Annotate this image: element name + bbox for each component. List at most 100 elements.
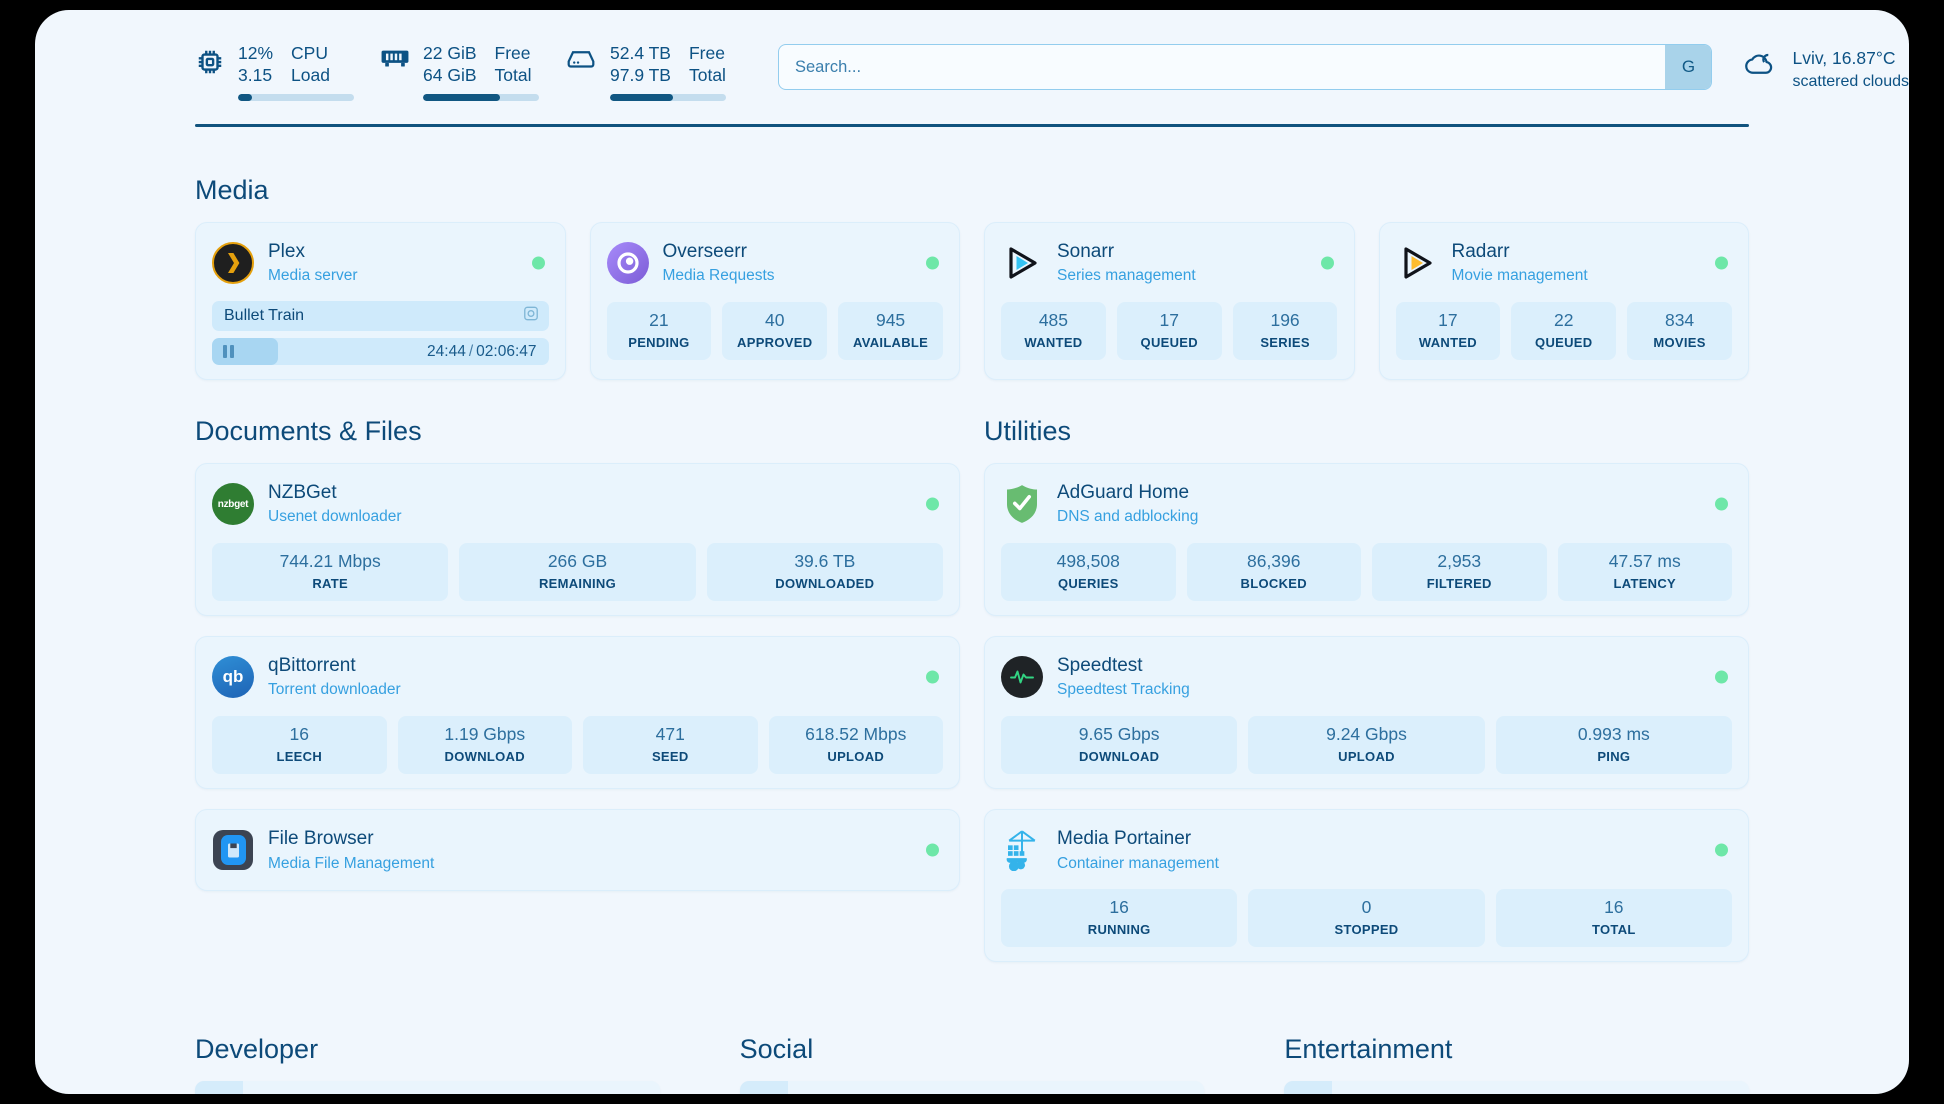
bookmark-item-github[interactable]: GH Github github.com	[195, 1081, 660, 1094]
card-title: Speedtest	[1057, 654, 1143, 676]
cpu-progress-fill	[238, 93, 252, 101]
stat-value: 47.57 ms	[1608, 551, 1681, 571]
now-playing-time: 24:44/02:06:47	[427, 343, 536, 361]
stat-total: 16 TOTAL	[1495, 889, 1732, 948]
bookmark-group-title: Entertainment	[1284, 1034, 1453, 1065]
disk-free-value: 52.4 TB	[610, 43, 671, 63]
stat-seed: 471 SEED	[583, 716, 758, 775]
stat-label: FILTERED	[1426, 575, 1492, 591]
search-input[interactable]	[779, 45, 1666, 89]
service-card-overseerr[interactable]: Overseerr Media Requests 21 PENDING 40 A…	[589, 222, 960, 380]
section-utilities: Utilities AdGuard Home	[984, 416, 1749, 963]
status-badge	[926, 256, 939, 270]
ram-free-value: 22 GiB	[423, 43, 477, 63]
filebrowser-icon	[212, 829, 254, 871]
ram-label-top: Free	[494, 43, 531, 63]
plex-icon	[212, 242, 254, 284]
weather-widget[interactable]: Lviv, 16.87°C scattered clouds	[1742, 46, 1909, 93]
bookmark-abbr: YT	[1284, 1081, 1333, 1094]
card-subtitle: Media File Management	[268, 854, 435, 872]
bookmark-item-linkedin[interactable]: LI LinkedIn linkedin.com	[739, 1081, 1205, 1094]
pause-icon[interactable]	[223, 345, 234, 358]
stat-value: 16	[1109, 897, 1129, 918]
service-card-speedtest[interactable]: Speedtest Speedtest Tracking 9.65 Gbps D…	[984, 636, 1749, 790]
status-badge	[926, 670, 939, 684]
bookmark-group-title: Social	[739, 1034, 814, 1065]
now-playing-duration: 02:06:47	[476, 342, 537, 360]
card-subtitle: DNS and adblocking	[1057, 508, 1199, 526]
stat-label: BLOCKED	[1240, 575, 1307, 591]
search-bar[interactable]: G	[778, 44, 1713, 90]
card-title: Plex	[268, 240, 305, 262]
stat-queries: 498,508 QUERIES	[1001, 543, 1176, 602]
stat-value: 17	[1159, 310, 1179, 330]
service-card-portainer[interactable]: Media Portainer Container management 16 …	[984, 809, 1749, 963]
stat-value: 9.24 Gbps	[1326, 724, 1407, 745]
stat-label: WANTED	[1418, 334, 1477, 350]
bookmark-item-youtube[interactable]: YT YouTube youtube.com	[1284, 1081, 1749, 1094]
bookmark-url: github.com	[568, 1081, 660, 1094]
service-card-adguard[interactable]: AdGuard Home DNS and adblocking 498,508 …	[984, 463, 1749, 617]
stat-value: 9.65 Gbps	[1078, 724, 1160, 745]
stat-queued: 22 QUEUED	[1511, 302, 1617, 361]
section-title-documents: Documents & Files	[195, 416, 422, 446]
status-badge	[926, 843, 939, 857]
status-badge	[1715, 670, 1728, 684]
stat-label: DOWNLOADED	[775, 575, 875, 591]
bookmark-url: linkedin.com	[1102, 1081, 1204, 1094]
stat-label: PENDING	[628, 334, 690, 350]
cpu-icon	[195, 47, 225, 82]
stat-leech: 16 LEECH	[212, 716, 387, 775]
service-card-plex[interactable]: Plex Media server Bullet Train	[195, 222, 566, 380]
bookmarks-area: Developer GH Github github.com SO StackO…	[195, 1034, 1749, 1094]
bookmark-group-entertainment: Entertainment YT YouTube youtube.com NF …	[1284, 1034, 1749, 1094]
system-stats: 12% 3.15 CPU Load	[195, 42, 726, 101]
bookmark-url: youtube.com	[1644, 1081, 1749, 1094]
card-title: Radarr	[1451, 240, 1510, 262]
status-badge	[1715, 256, 1728, 270]
stat-series: 196 SERIES	[1232, 302, 1338, 361]
service-card-radarr[interactable]: Radarr Movie management 17 WANTED 22 QUE…	[1378, 222, 1749, 380]
stat-value: 266 GB	[547, 551, 608, 571]
stat-queued: 17 QUEUED	[1116, 302, 1222, 361]
card-subtitle: Torrent downloader	[268, 681, 401, 699]
bookmark-abbr: LI	[739, 1081, 788, 1094]
service-card-file-browser[interactable]: File Browser Media File Management	[195, 809, 960, 892]
card-title: Media Portainer	[1057, 827, 1192, 849]
status-badge	[531, 256, 545, 270]
sonarr-icon	[1001, 242, 1043, 284]
card-title: File Browser	[268, 827, 374, 849]
cpu-progress-track	[238, 93, 354, 101]
service-card-sonarr[interactable]: Sonarr Series management 485 WANTED 17 Q…	[984, 222, 1355, 380]
now-playing-progress[interactable]: 24:44/02:06:47	[212, 338, 549, 365]
bookmark-abbr: GH	[195, 1081, 243, 1094]
ram-stat: 22 GiB 64 GiB Free Total	[380, 42, 539, 101]
stat-running: 16 RUNNING	[1001, 889, 1238, 948]
card-title: NZBGet	[268, 481, 337, 503]
cast-icon[interactable]	[523, 306, 539, 327]
disk-total-value: 97.9 TB	[610, 65, 671, 86]
ram-icon	[380, 47, 410, 74]
stat-value: 0	[1361, 897, 1372, 918]
stat-upload: 9.24 Gbps UPLOAD	[1248, 716, 1485, 775]
disk-label-top: Free	[688, 43, 725, 63]
search-engine-button[interactable]: G	[1665, 45, 1712, 89]
header-divider	[195, 124, 1749, 127]
now-playing-title-row: Bullet Train	[212, 301, 549, 331]
card-stats: 9.65 Gbps DOWNLOAD 9.24 Gbps UPLOAD 0.99…	[1001, 716, 1732, 775]
stat-upload: 618.52 Mbps UPLOAD	[768, 716, 943, 775]
stat-label: QUERIES	[1057, 575, 1119, 591]
bookmark-name: LinkedIn	[788, 1081, 1103, 1094]
stat-value: 21	[649, 310, 669, 330]
stat-value: 196	[1270, 310, 1300, 330]
stat-available: 945 AVAILABLE	[838, 302, 943, 361]
section-title-utilities: Utilities	[984, 416, 1072, 446]
stat-value: 945	[875, 310, 906, 330]
section-documents: Documents & Files nzbget NZBGet	[195, 416, 960, 962]
bookmark-group-title: Developer	[195, 1034, 319, 1065]
stat-label: QUEUED	[1140, 334, 1198, 350]
stat-value: 744.21 Mbps	[279, 551, 381, 571]
service-card-nzbget[interactable]: nzbget NZBGet Usenet downloader 74	[195, 463, 960, 617]
service-card-qbittorrent[interactable]: qb qBittorrent Torrent downloader	[195, 636, 960, 790]
disk-progress-fill	[610, 93, 673, 101]
